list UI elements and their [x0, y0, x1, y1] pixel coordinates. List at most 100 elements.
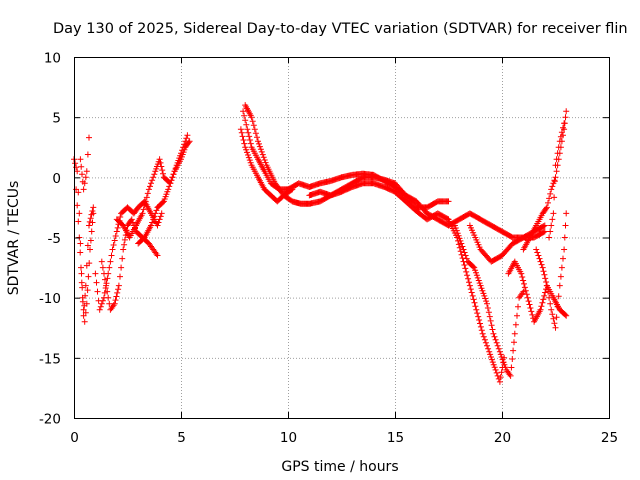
data-point — [549, 311, 556, 318]
data-point — [474, 310, 481, 317]
data-point — [463, 268, 470, 275]
data-point — [86, 218, 93, 225]
data-point — [74, 168, 81, 175]
data-point — [553, 156, 560, 163]
data-point — [480, 333, 487, 340]
data-point — [141, 202, 148, 209]
data-point — [488, 354, 494, 360]
data-point — [552, 324, 559, 331]
data-point — [547, 300, 554, 307]
data-point — [501, 361, 508, 368]
data-point — [510, 347, 517, 354]
data-point — [151, 213, 158, 220]
chart-title: Day 130 of 2025, Sidereal Day-to-day VTE… — [53, 21, 628, 37]
data-point — [242, 117, 249, 124]
data-point — [255, 138, 261, 145]
data-point — [110, 242, 117, 248]
data-point — [484, 342, 490, 349]
data-point — [97, 303, 104, 310]
data-point — [547, 228, 554, 235]
data-point — [482, 295, 489, 302]
data-point — [77, 249, 84, 256]
data-point — [562, 311, 569, 318]
data-point — [115, 286, 122, 293]
data-point — [555, 293, 562, 300]
x-tick-label: 15 — [387, 430, 404, 446]
data-point — [150, 174, 157, 181]
data-point — [445, 198, 452, 205]
data-point — [256, 140, 262, 147]
data-point — [79, 171, 85, 178]
data-point — [83, 300, 90, 307]
data-point — [78, 264, 84, 271]
data-point — [86, 134, 92, 141]
data-point — [241, 140, 248, 147]
data-point — [526, 301, 533, 308]
data-point — [561, 120, 568, 127]
data-point — [82, 309, 89, 316]
data-point — [142, 198, 149, 205]
data-point — [108, 252, 115, 259]
data-point — [490, 361, 497, 368]
data-point — [551, 194, 558, 201]
data-point — [545, 288, 551, 295]
data-point — [248, 114, 255, 121]
data-point — [563, 108, 570, 115]
data-point — [99, 264, 106, 271]
data-point — [106, 300, 113, 307]
x-axis-label: GPS time / hours — [281, 459, 398, 475]
data-point — [170, 171, 177, 178]
data-points — [71, 102, 570, 385]
data-point — [183, 135, 190, 142]
data-point — [492, 366, 499, 373]
data-point — [247, 159, 254, 166]
data-point — [149, 177, 156, 184]
data-point — [507, 372, 514, 379]
data-point — [111, 300, 118, 307]
data-point — [540, 268, 547, 275]
data-point — [543, 205, 550, 212]
data-point — [85, 273, 92, 280]
data-point — [491, 364, 498, 371]
data-point — [478, 285, 485, 292]
data-point — [487, 351, 494, 358]
data-point — [113, 293, 120, 300]
data-point — [472, 303, 479, 310]
data-point — [117, 214, 124, 220]
data-point — [471, 264, 478, 271]
data-point — [113, 228, 120, 235]
data-point — [87, 237, 94, 244]
data-point — [488, 322, 495, 329]
data-point — [520, 277, 527, 284]
data-point — [538, 261, 545, 268]
data-point — [556, 282, 563, 289]
data-point — [151, 171, 158, 178]
data-point — [154, 252, 161, 259]
data-point — [166, 183, 173, 190]
data-point — [476, 317, 483, 323]
data-point — [462, 252, 469, 259]
data-point — [481, 336, 488, 343]
data-point — [543, 282, 550, 289]
data-point — [524, 294, 531, 301]
data-point — [103, 282, 110, 289]
data-point — [148, 222, 154, 229]
data-point — [486, 348, 493, 355]
data-point — [78, 163, 85, 170]
data-point — [481, 292, 488, 299]
data-point — [475, 313, 482, 320]
data-point — [81, 180, 88, 187]
data-point — [536, 255, 543, 262]
data-point — [90, 204, 97, 211]
data-point — [540, 296, 547, 303]
data-point — [460, 246, 467, 253]
data-point — [88, 228, 95, 235]
data-point — [159, 167, 166, 174]
data-point — [184, 132, 191, 139]
x-tick-label: 25 — [601, 430, 618, 446]
data-point — [561, 246, 568, 253]
data-point — [107, 258, 114, 265]
data-point — [72, 160, 79, 167]
data-point — [563, 312, 570, 319]
data-point — [509, 356, 516, 362]
